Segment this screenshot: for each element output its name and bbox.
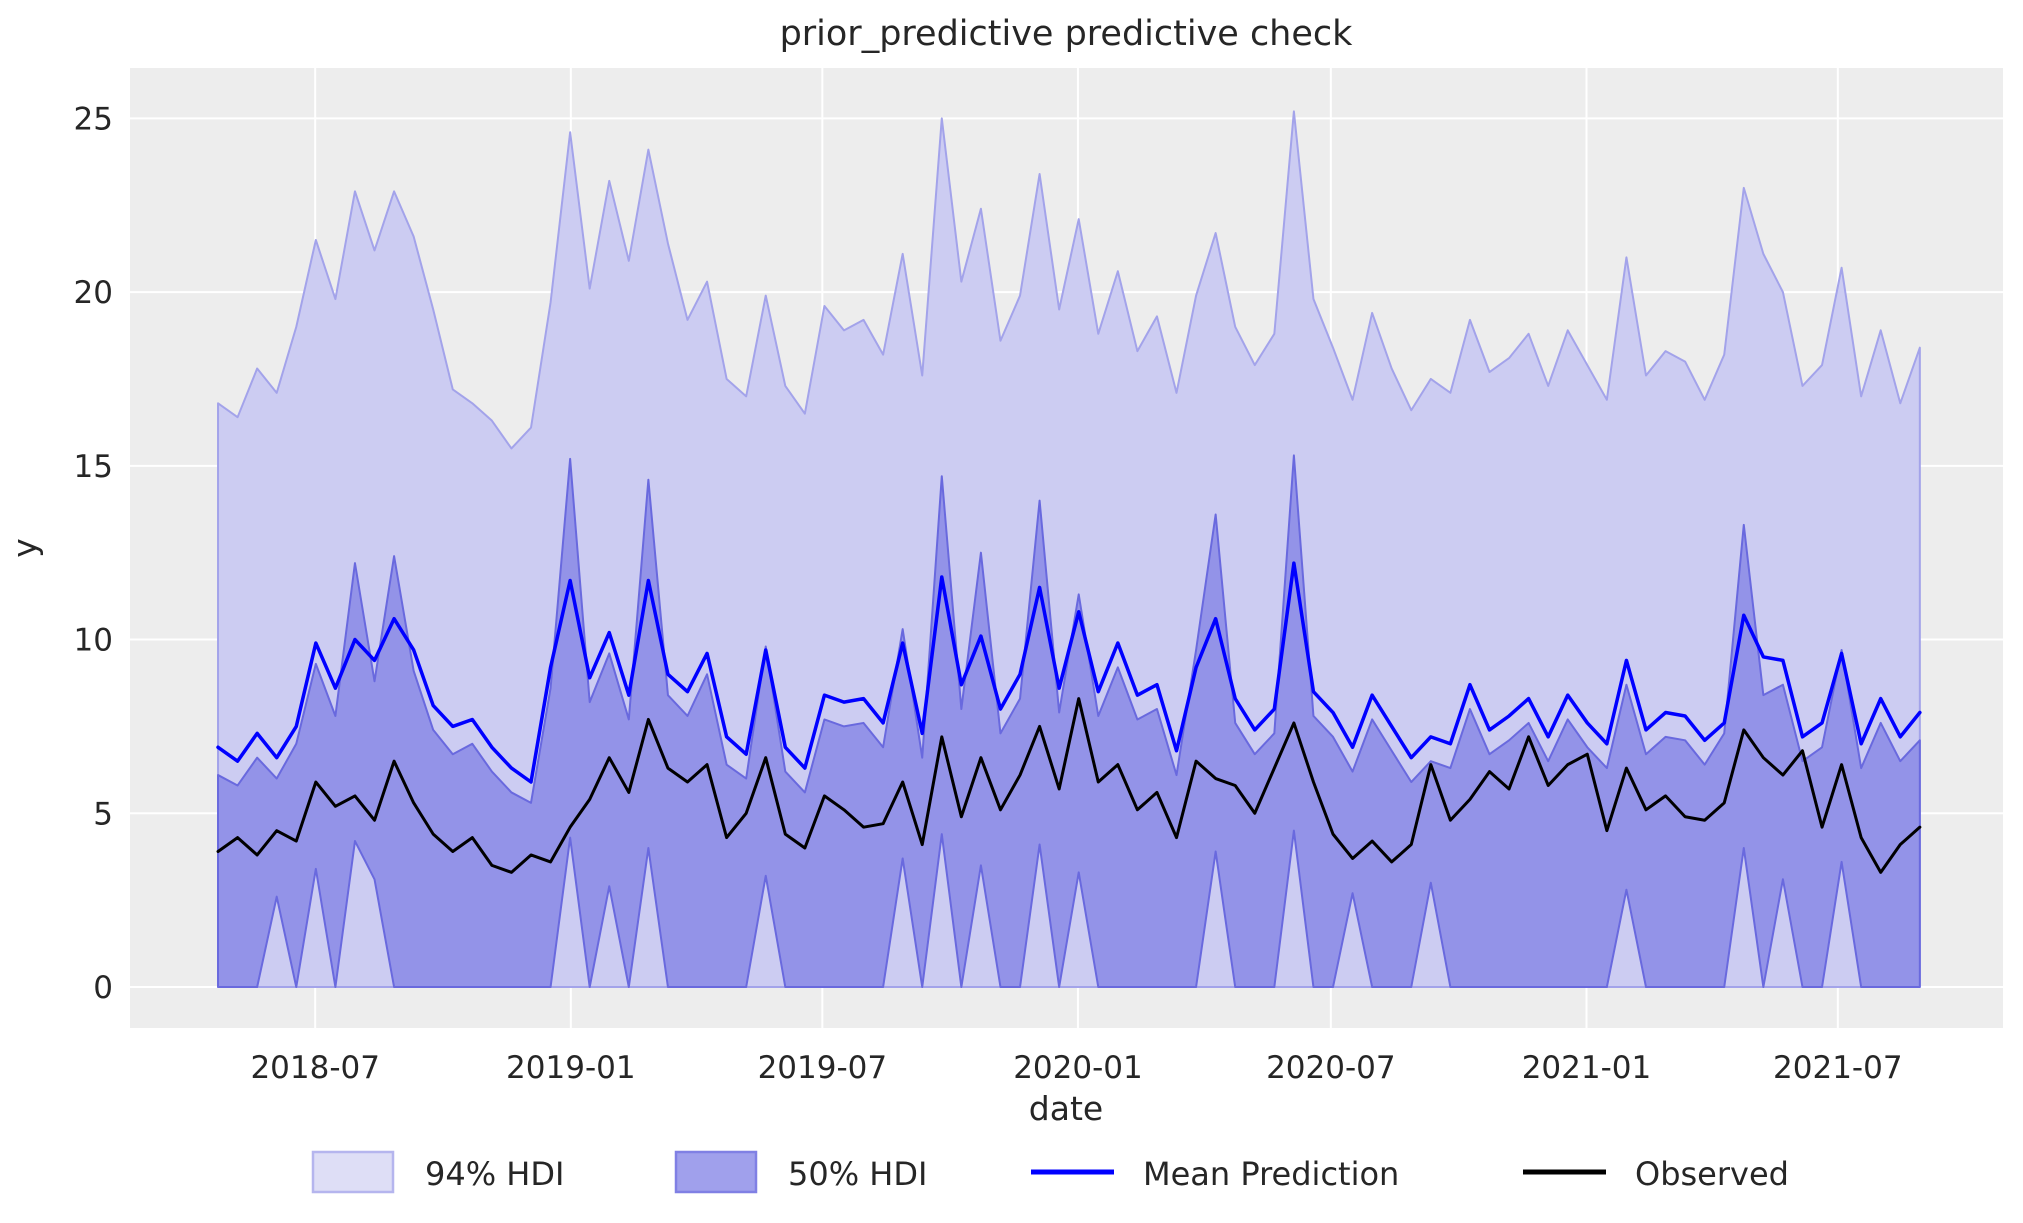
x-tick-label: 2020-07: [1266, 1050, 1396, 1086]
x-tick-label: 2018-07: [250, 1050, 380, 1086]
observed-line: [216, 697, 1922, 874]
y-tick-label: 25: [74, 101, 113, 137]
chart-series: [216, 110, 1922, 989]
legend: 94% HDI 50% HDI Mean Prediction Observed: [311, 1150, 1789, 1194]
x-axis-label: date: [1029, 1089, 1103, 1128]
y-tick-label: 15: [74, 449, 113, 485]
y-tick-label: 0: [93, 970, 113, 1006]
x-tick-label: 2021-01: [1522, 1050, 1652, 1086]
legend-label-94-hdi: 94% HDI: [425, 1155, 564, 1193]
legend-label-mean-prediction: Mean Prediction: [1143, 1155, 1399, 1193]
legend-label-50-hdi: 50% HDI: [788, 1155, 927, 1193]
chart-title: prior_predictive predictive check: [780, 14, 1354, 54]
x-tick-label: 2020-01: [1013, 1050, 1143, 1086]
tick-labels: 0 5 10 15 20 25 2018-07 2019-01 2019-07 2020-01 20…: [74, 101, 1903, 1086]
y-tick-label: 10: [74, 623, 113, 659]
x-tick-label: 2019-07: [758, 1050, 888, 1086]
legend-label-observed: Observed: [1635, 1155, 1789, 1193]
x-tick-label: 2019-01: [506, 1050, 636, 1086]
y-axis-label: y: [5, 538, 44, 558]
mean-prediction-line: [216, 561, 1922, 784]
y-tick-label: 5: [93, 796, 113, 832]
band-50-hdi: [217, 454, 1921, 989]
y-tick-label: 20: [74, 275, 113, 311]
legend-swatch-94-hdi: [311, 1150, 395, 1194]
legend-swatch-50-hdi: [674, 1150, 758, 1194]
x-tick-label: 2021-07: [1773, 1050, 1903, 1086]
